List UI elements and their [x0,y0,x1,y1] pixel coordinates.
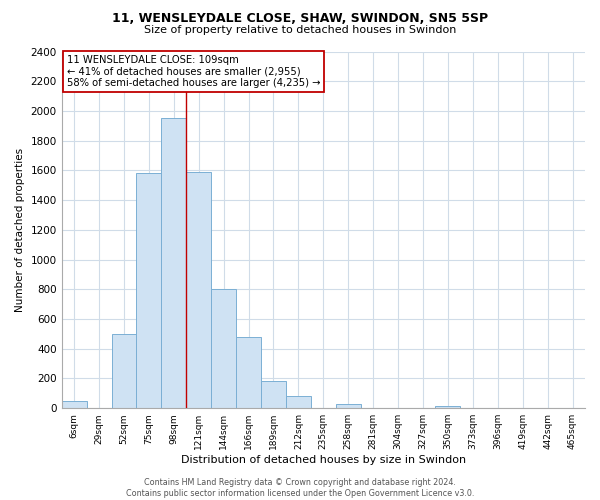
Bar [286,396,311,408]
Bar [136,174,161,408]
Bar [62,401,86,408]
Text: Size of property relative to detached houses in Swindon: Size of property relative to detached ho… [144,25,456,35]
X-axis label: Distribution of detached houses by size in Swindon: Distribution of detached houses by size … [181,455,466,465]
Bar [186,172,211,408]
Bar [436,406,460,408]
Bar [261,380,286,408]
Bar [236,337,261,408]
Bar [112,334,136,408]
Text: Contains HM Land Registry data © Crown copyright and database right 2024.
Contai: Contains HM Land Registry data © Crown c… [126,478,474,498]
Bar [336,404,361,408]
Y-axis label: Number of detached properties: Number of detached properties [15,148,25,312]
Bar [211,290,236,408]
Text: 11, WENSLEYDALE CLOSE, SHAW, SWINDON, SN5 5SP: 11, WENSLEYDALE CLOSE, SHAW, SWINDON, SN… [112,12,488,26]
Text: 11 WENSLEYDALE CLOSE: 109sqm
← 41% of detached houses are smaller (2,955)
58% of: 11 WENSLEYDALE CLOSE: 109sqm ← 41% of de… [67,55,320,88]
Bar [161,118,186,408]
